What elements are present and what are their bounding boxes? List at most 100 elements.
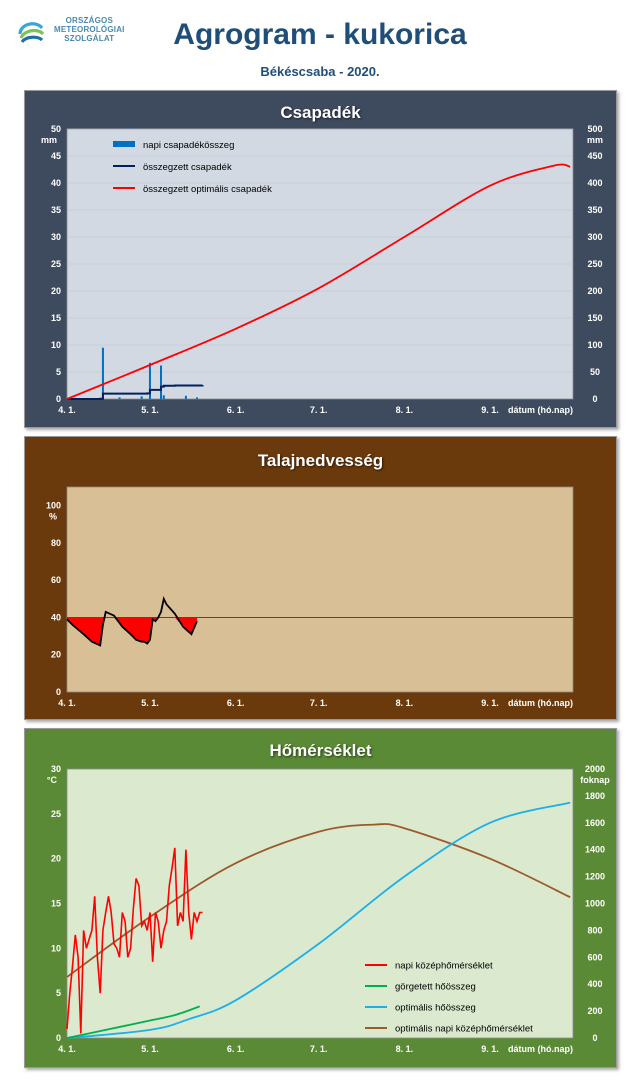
y-tick-label: 35 [51, 205, 61, 215]
y-tick-label: 100 [46, 501, 61, 511]
precipitation-chart: 05101520253035404550mm050100150200250300… [41, 124, 603, 415]
legend-label-temp-1: görgetett hőösszeg [395, 982, 476, 993]
page-title: Agrogram - kukorica [173, 18, 467, 51]
temperature-title: Hőmérséklet [269, 741, 372, 760]
x-tick-label: 4. 1. [58, 698, 76, 708]
y2-tick-label: 800 [587, 925, 602, 935]
y-tick-label: 20 [51, 286, 61, 296]
y-tick-label: 30 [51, 232, 61, 242]
y2-tick-label: 0 [592, 394, 597, 404]
y2-tick-label: 0 [592, 1033, 597, 1043]
y2-tick-label: 50 [590, 367, 600, 377]
precip-bar [160, 365, 163, 399]
x-tick-label: 4. 1. [58, 405, 76, 415]
y2-tick-label: 1800 [585, 791, 605, 801]
x-tick-label: 6. 1. [227, 405, 245, 415]
plot-area [66, 768, 574, 1039]
y2-tick-label: 100 [587, 340, 602, 350]
x-tick-label: 5. 1. [141, 1044, 159, 1054]
y2-tick-label: 1600 [585, 818, 605, 828]
y2-axis-unit: mm [587, 135, 603, 145]
x-tick-label: 9. 1. [481, 405, 499, 415]
x-axis-label: dátum (hó.nap) [508, 1044, 573, 1054]
legend-label-temp-2: optimális hőösszeg [395, 1003, 476, 1014]
precip-bar [148, 362, 151, 399]
omsz-logo-icon [18, 22, 45, 44]
y2-tick-label: 600 [587, 952, 602, 962]
page-subtitle: Békéscsaba - 2020. [260, 64, 380, 79]
x-tick-label: 5. 1. [141, 698, 159, 708]
x-axis-label: dátum (hó.nap) [508, 698, 573, 708]
precip-bar [101, 347, 104, 399]
x-tick-label: 6. 1. [227, 698, 245, 708]
y-tick-label: 20 [51, 650, 61, 660]
y-tick-label: 5 [56, 367, 61, 377]
y-tick-label: 5 [56, 988, 61, 998]
x-tick-label: 5. 1. [141, 405, 159, 415]
y-tick-label: 15 [51, 313, 61, 323]
y2-tick-label: 350 [587, 205, 602, 215]
legend-label-temp-0: napi középhőmérséklet [395, 961, 493, 972]
y-tick-label: 15 [51, 899, 61, 909]
legend-label-optimal: összegzett optimális csapadék [143, 184, 272, 195]
y-axis-unit: % [49, 512, 57, 522]
x-tick-label: 4. 1. [58, 1044, 76, 1054]
y-tick-label: 50 [51, 124, 61, 134]
y-tick-label: 60 [51, 575, 61, 585]
x-tick-label: 9. 1. [481, 1044, 499, 1054]
y2-tick-label: 1200 [585, 872, 605, 882]
x-tick-label: 8. 1. [396, 405, 414, 415]
omsz-logo: ORSZÁGOS METEOROLÓGIAI SZOLGÁLAT [14, 14, 124, 54]
legend-swatch-daily-precip [113, 141, 135, 147]
y2-tick-label: 200 [587, 286, 602, 296]
logo-line-1: ORSZÁGOS [65, 16, 113, 25]
x-tick-label: 7. 1. [310, 698, 328, 708]
optimal-heat-sum-line [66, 801, 571, 1039]
legend-label-daily-precip: napi csapadékösszeg [143, 140, 234, 151]
precip-bar [195, 397, 198, 399]
y-tick-label: 10 [51, 340, 61, 350]
x-tick-label: 9. 1. [481, 698, 499, 708]
y-tick-label: 0 [56, 394, 61, 404]
precipitation-title: Csapadék [280, 103, 361, 122]
y-axis-unit: °C [47, 775, 58, 785]
plot-area [66, 486, 574, 693]
x-tick-label: 7. 1. [310, 1044, 328, 1054]
y2-tick-label: 150 [587, 313, 602, 323]
y-tick-label: 0 [56, 1033, 61, 1043]
y-tick-label: 40 [51, 612, 61, 622]
soil-deficit-area [67, 617, 197, 646]
y2-tick-label: 450 [587, 151, 602, 161]
y2-tick-label: 400 [587, 178, 602, 188]
y2-tick-label: 300 [587, 232, 602, 242]
y-tick-label: 80 [51, 538, 61, 548]
y-tick-label: 25 [51, 809, 61, 819]
y-tick-label: 45 [51, 151, 61, 161]
y2-axis-unit: foknap [580, 775, 610, 785]
y2-tick-label: 2000 [585, 764, 605, 774]
page-header: ORSZÁGOS METEOROLÓGIAI SZOLGÁLAT Agrogra… [0, 0, 640, 88]
y-tick-label: 25 [51, 259, 61, 269]
precip-bar [118, 397, 121, 399]
x-tick-label: 7. 1. [310, 405, 328, 415]
logo-line-2: METEOROLÓGIAI [54, 25, 125, 34]
temperature-chart: 0 5 10 15 20 25 30°C 0 200 400 600 800 1000 1200 1400 1… [47, 764, 610, 1054]
y-tick-label: 20 [51, 854, 61, 864]
logo-line-3: SZOLGÁLAT [64, 34, 115, 43]
y-tick-label: 0 [56, 687, 61, 697]
y-axis-unit: mm [41, 135, 57, 145]
legend-label-cumulative: összegzett csapadék [143, 162, 232, 173]
y2-tick-label: 200 [587, 1006, 602, 1016]
precip-bar [184, 395, 187, 399]
y2-tick-label: 500 [587, 124, 602, 134]
y2-tick-label: 400 [587, 979, 602, 989]
rolling-heat-sum-line [66, 1005, 200, 1039]
y2-tick-label: 1000 [585, 899, 605, 909]
x-tick-label: 8. 1. [396, 698, 414, 708]
logo-text: ORSZÁGOS METEOROLÓGIAI SZOLGÁLAT [54, 16, 125, 43]
precip-bar [162, 395, 165, 399]
y-tick-label: 10 [51, 943, 61, 953]
x-tick-label: 6. 1. [227, 1044, 245, 1054]
soil-moisture-chart: 0 20 40 60 80 100% 4. 1. 5. 1. 6. 1. 7. 1. 8. 1. 9.… [46, 486, 574, 708]
soil-moisture-line [66, 596, 198, 647]
